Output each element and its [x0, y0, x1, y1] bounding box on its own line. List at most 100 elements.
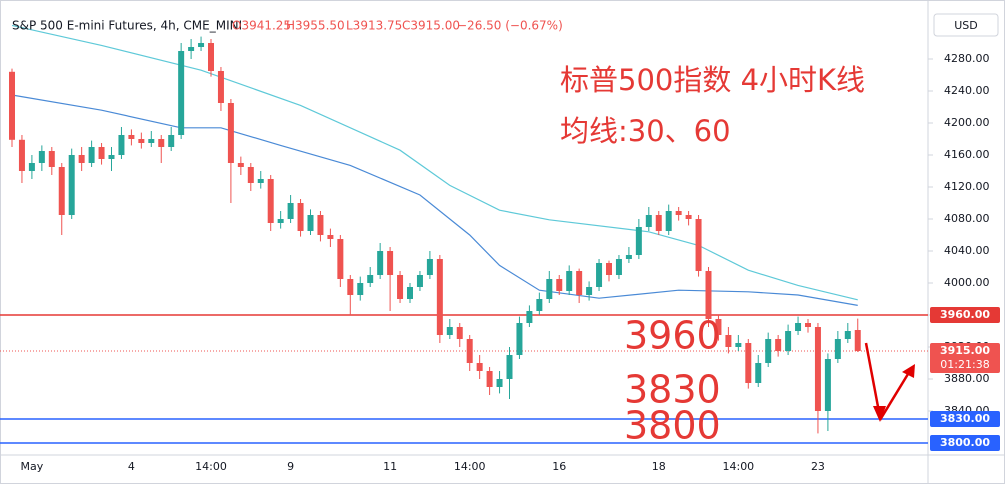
- last-price-box: [930, 343, 1000, 373]
- ohlc-value: L3913.75: [346, 19, 402, 33]
- candle-body: [208, 43, 214, 71]
- annotation: 3830: [624, 368, 721, 412]
- candle-body: [735, 343, 742, 347]
- candle-body: [48, 151, 55, 167]
- candle-body: [337, 239, 344, 279]
- candle-body: [287, 203, 294, 219]
- moving-average: [11, 94, 858, 306]
- legend-title: S&P 500 E-mini Futures, 4h, CME_MINI: [12, 19, 242, 33]
- candle-body: [486, 371, 493, 387]
- candle-body: [745, 343, 752, 383]
- y-tick-label: 4280.00: [944, 52, 990, 65]
- candle-body: [755, 363, 762, 383]
- y-tick-label: 4160.00: [944, 148, 990, 161]
- candle-body: [9, 71, 15, 140]
- candle-body: [466, 339, 473, 363]
- candle-body: [88, 147, 95, 163]
- candle-body: [217, 71, 224, 103]
- candle-body: [78, 155, 85, 163]
- candle-body: [38, 151, 45, 163]
- y-tick-label: 4080.00: [944, 212, 990, 225]
- candle-body: [436, 259, 443, 335]
- candle-body: [516, 323, 523, 355]
- candle-body: [506, 355, 513, 379]
- ohlc-value: O3941.25: [232, 19, 291, 33]
- candle-body: [446, 327, 453, 335]
- candle-body: [814, 327, 821, 411]
- candle-body: [655, 215, 662, 231]
- y-tick-label: 4040.00: [944, 244, 990, 257]
- currency-box[interactable]: [933, 13, 999, 37]
- candle-body: [58, 167, 65, 215]
- candle-body: [805, 323, 811, 327]
- candle-body: [685, 215, 692, 219]
- candle-body: [536, 299, 543, 311]
- candle-body: [586, 287, 593, 295]
- candle-body: [665, 211, 672, 231]
- candle-body: [28, 163, 35, 171]
- candle-body: [844, 331, 851, 339]
- moving-average: [11, 24, 858, 301]
- candle-body: [606, 263, 612, 275]
- candle-body: [596, 263, 603, 287]
- candle-body: [307, 215, 314, 231]
- candle-body: [456, 327, 463, 339]
- y-tick-label: 3880.00: [944, 372, 990, 385]
- annotation: 标普500指数 4小时K线: [560, 63, 865, 97]
- candle-body: [257, 179, 264, 183]
- candle-body: [675, 211, 682, 215]
- candle-body: [576, 271, 583, 295]
- candle-body: [556, 279, 563, 291]
- last-price-label: 3915.00: [940, 344, 990, 357]
- price-label-box: [930, 307, 1000, 323]
- candle-body: [496, 379, 503, 387]
- candle-body: [765, 339, 772, 363]
- candle-body: [476, 363, 483, 371]
- candle-body: [785, 331, 792, 351]
- annotation: 3800: [624, 404, 721, 448]
- candle-body: [426, 259, 433, 275]
- candle-body: [247, 167, 254, 183]
- candle-body: [795, 323, 802, 331]
- candle-body: [18, 139, 25, 171]
- x-tick-label: 23: [811, 460, 825, 473]
- plot: [0, 24, 928, 444]
- y-tick-label: 4120.00: [944, 180, 990, 193]
- candle-body: [148, 139, 155, 143]
- currency: USD: [954, 19, 978, 32]
- candle-body: [317, 215, 324, 235]
- candle-body: [68, 155, 75, 215]
- ohlc-value: C3915.00: [402, 19, 460, 33]
- candle-body: [397, 275, 404, 299]
- arrows: [864, 342, 915, 422]
- price-label: 3960.00: [940, 308, 990, 321]
- candle-body: [725, 335, 732, 347]
- candle-body: [715, 319, 722, 335]
- candle-body: [188, 47, 195, 51]
- candle-body: [834, 339, 841, 359]
- candle-body: [566, 271, 573, 291]
- candle-body: [416, 275, 423, 287]
- candle-body: [158, 139, 165, 147]
- candle-body: [347, 279, 354, 295]
- x-tick-label: 14:00: [454, 460, 486, 473]
- candle-body: [98, 147, 105, 159]
- candle-body: [824, 359, 831, 411]
- candle-body: [118, 135, 125, 155]
- countdown: 01:21:38: [940, 358, 989, 371]
- x-tick-label: May: [21, 460, 44, 473]
- candle-body: [775, 339, 782, 351]
- candle-body: [357, 283, 364, 295]
- y-tick-label: 4000.00: [944, 276, 990, 289]
- x-tick-label: 11: [383, 460, 397, 473]
- candle-body: [108, 155, 115, 159]
- x-tick-label: 14:00: [722, 460, 754, 473]
- y-tick-label: 4200.00: [944, 116, 990, 129]
- candle-body: [645, 215, 652, 227]
- candle-body: [277, 219, 284, 223]
- candle-body: [198, 43, 205, 47]
- ohlc-value: −26.50 (−0.67%): [457, 19, 563, 33]
- x-tick-label: 16: [552, 460, 566, 473]
